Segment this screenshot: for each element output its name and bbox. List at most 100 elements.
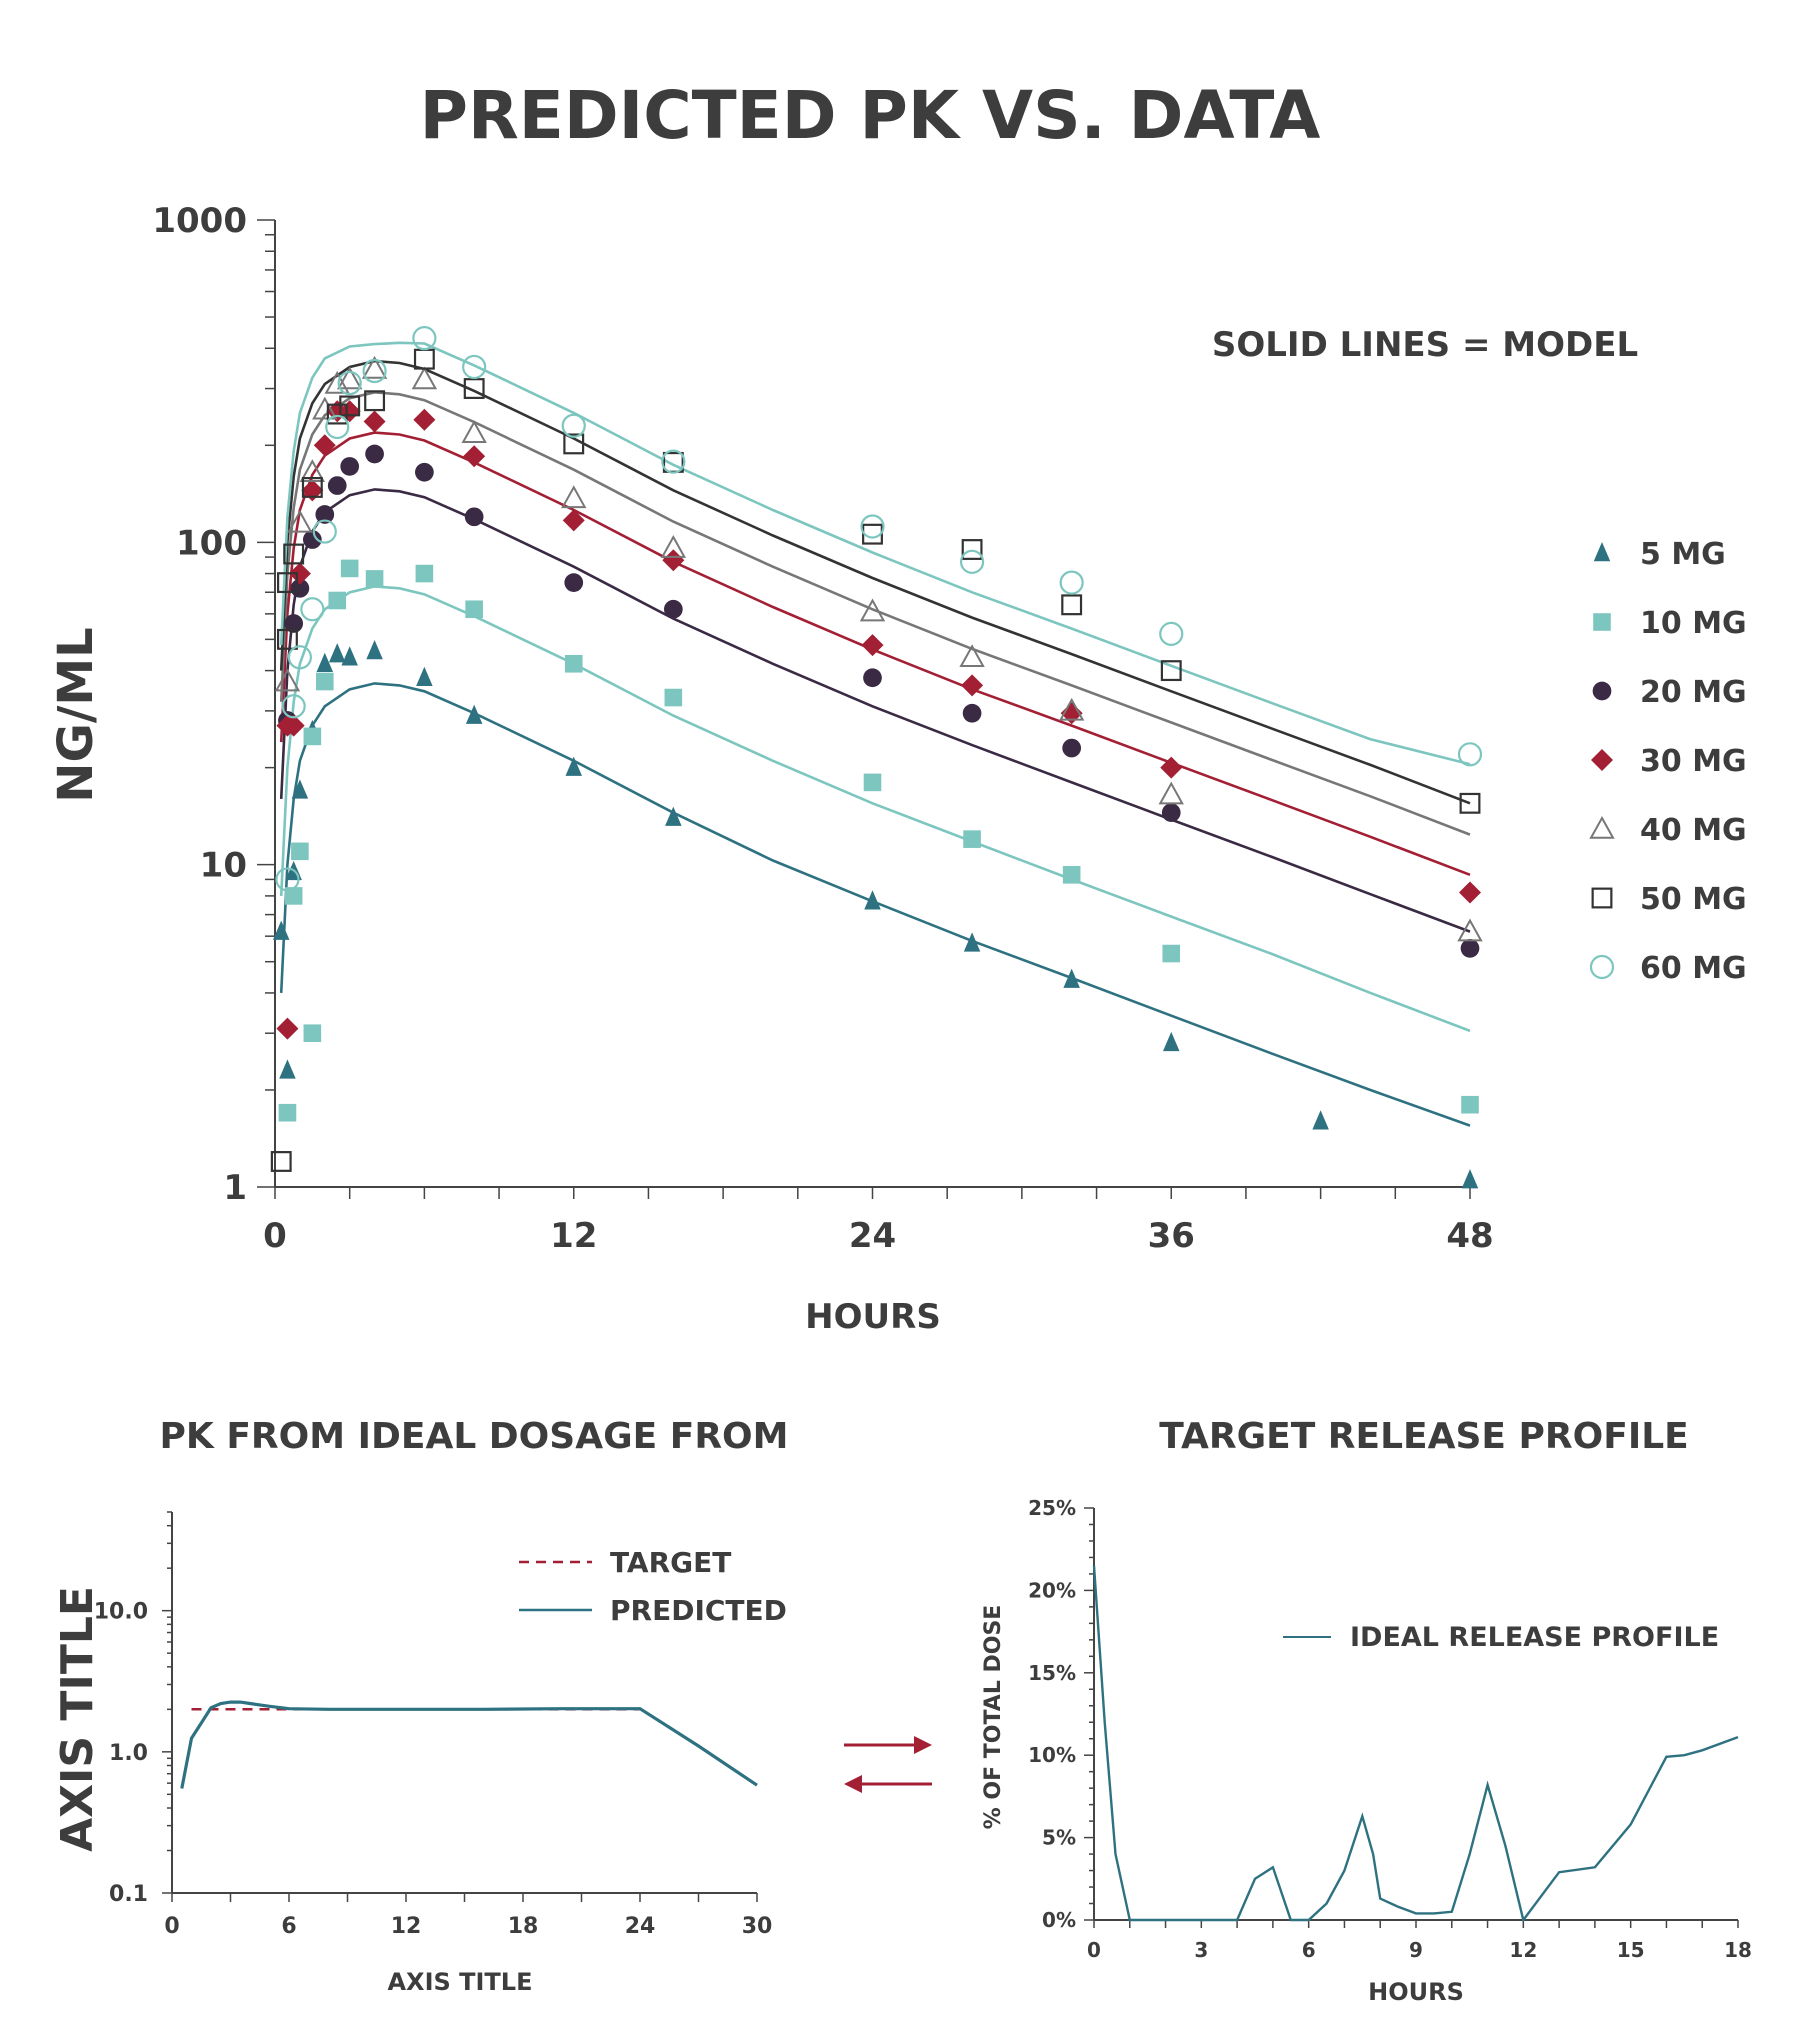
y-tick-label: 10.0	[94, 1600, 148, 1625]
release-profile-legend: IDEAL RELEASE PROFILE	[1283, 1622, 1719, 1653]
data-point-square	[1162, 944, 1181, 963]
data-point-triangle	[1063, 968, 1080, 988]
data-point-diamond	[1459, 881, 1481, 904]
main-chart-data-points	[270, 326, 1483, 1189]
legend-label: 10 MG	[1640, 606, 1747, 641]
data-point-circle	[315, 505, 335, 524]
model-annotation: SOLID LINES = MODEL	[1212, 325, 1638, 365]
y-tick-label: 10	[200, 846, 247, 886]
data-point-circle-open	[362, 358, 387, 384]
data-point-diamond	[288, 562, 311, 585]
data-point-triangle	[272, 920, 290, 940]
data-point-triangle	[341, 646, 358, 666]
left-arrow	[844, 1775, 932, 1793]
data-point-square-open	[326, 403, 348, 425]
main-chart-legend: 5 MG 10 MG 20 MG 30 MG 40 MG 50 MG 60 MG	[1589, 537, 1747, 986]
main-title: PREDICTED PK VS. DATA	[420, 77, 1321, 154]
data-point-square	[863, 773, 882, 792]
x-tick-label: 6	[1302, 1938, 1316, 1962]
y-tick-label: 25%	[1028, 1496, 1076, 1520]
data-point-circle-open	[312, 519, 337, 544]
model-line	[279, 390, 1471, 836]
data-point-circle-open	[281, 694, 306, 719]
data-point-triangle	[864, 890, 881, 910]
data-point-triangle-open	[660, 534, 687, 558]
release-profile-line	[1092, 1565, 1739, 1923]
release-profile-lines	[1092, 1565, 1739, 1923]
data-point-square	[1593, 613, 1611, 631]
data-point-diamond	[662, 549, 685, 572]
data-point-triangle	[1461, 1169, 1479, 1189]
data-point-diamond	[861, 634, 884, 657]
data-point-diamond	[313, 434, 336, 457]
x-tick-label: 6	[281, 1914, 296, 1939]
legend-label: 20 MG	[1640, 675, 1747, 710]
main-x-axis-label: HOURS	[805, 1297, 941, 1337]
x-tick-label: 18	[1724, 1938, 1752, 1962]
data-point-diamond	[413, 408, 436, 431]
data-point-square-open	[1591, 887, 1613, 909]
y-tick-label: 15%	[1028, 1661, 1076, 1685]
data-point-circle-open	[1589, 954, 1615, 980]
data-point-square-open	[1061, 594, 1083, 616]
data-point-circle-open	[959, 549, 985, 574]
data-point-diamond	[562, 509, 585, 532]
data-point-circle-open	[860, 514, 885, 539]
data-point-triangle	[565, 756, 582, 776]
data-point-circle-open	[337, 370, 362, 396]
data-point-diamond	[463, 445, 486, 468]
y-tick-label: 0%	[1042, 1908, 1076, 1932]
y-tick-label: 10%	[1028, 1743, 1076, 1767]
data-point-square-open	[463, 378, 485, 399]
data-point-circle	[1062, 738, 1082, 758]
legend-label: 50 MG	[1640, 882, 1747, 917]
data-point-triangle-open	[1589, 815, 1615, 839]
data-point-circle	[464, 507, 484, 527]
data-point-circle	[1592, 681, 1612, 701]
data-point-circle	[663, 599, 683, 619]
main-chart-axes: 1 10 100 1000 0 12 24 36 48	[152, 201, 1493, 1256]
data-point-triangle-open	[561, 485, 587, 509]
data-point-square-open	[364, 390, 386, 412]
data-point-circle-open	[300, 597, 325, 622]
y-tick-label: 1000	[152, 201, 247, 241]
data-point-square-open	[339, 395, 361, 417]
pk-ideal-axes: 0.1 1.0 10.0 0 6 12 18 24 30	[94, 1511, 772, 1939]
data-point-square	[664, 688, 683, 707]
data-point-triangle	[1163, 1031, 1180, 1052]
data-point-triangle-open	[959, 644, 985, 668]
data-point-square-open	[276, 572, 298, 594]
y-tick-label: 20%	[1028, 1578, 1076, 1602]
legend-label: PREDICTED	[610, 1594, 787, 1627]
data-point-square-open	[276, 628, 298, 650]
release-profile-x-axis-label: HOURS	[1368, 1978, 1464, 2006]
data-point-circle-open	[1457, 742, 1483, 767]
data-point-square-open	[301, 477, 323, 498]
x-tick-label: 0	[164, 1914, 179, 1939]
data-point-triangle-open	[299, 459, 326, 483]
right-arrow	[844, 1736, 932, 1754]
legend-label: IDEAL RELEASE PROFILE	[1350, 1622, 1719, 1653]
model-line	[279, 341, 1471, 766]
data-point-square	[315, 672, 334, 691]
pk-ideal-title: PK FROM IDEAL DOSAGE FROM	[160, 1416, 789, 1457]
data-point-circle	[962, 703, 982, 723]
data-point-square	[303, 727, 322, 746]
data-point-square	[328, 591, 347, 610]
data-point-triangle	[316, 652, 334, 673]
data-point-triangle-open	[274, 668, 301, 692]
legend-label: 30 MG	[1640, 744, 1747, 779]
data-point-diamond	[961, 674, 984, 697]
main-y-axis-label: NG/ML	[48, 627, 104, 802]
release-profile-title: TARGET RELEASE PROFILE	[1159, 1416, 1689, 1457]
data-point-diamond	[1160, 756, 1183, 779]
data-point-circle-open	[1059, 570, 1084, 595]
x-tick-label: 9	[1409, 1938, 1423, 1962]
release-profile-y-axis-label: % OF TOTAL DOSE	[981, 1605, 1006, 1830]
x-tick-label: 12	[1509, 1938, 1537, 1962]
data-point-triangle-open	[312, 396, 338, 420]
data-point-circle-open	[275, 867, 300, 892]
data-point-square-open	[283, 543, 305, 565]
data-point-triangle	[291, 779, 309, 799]
